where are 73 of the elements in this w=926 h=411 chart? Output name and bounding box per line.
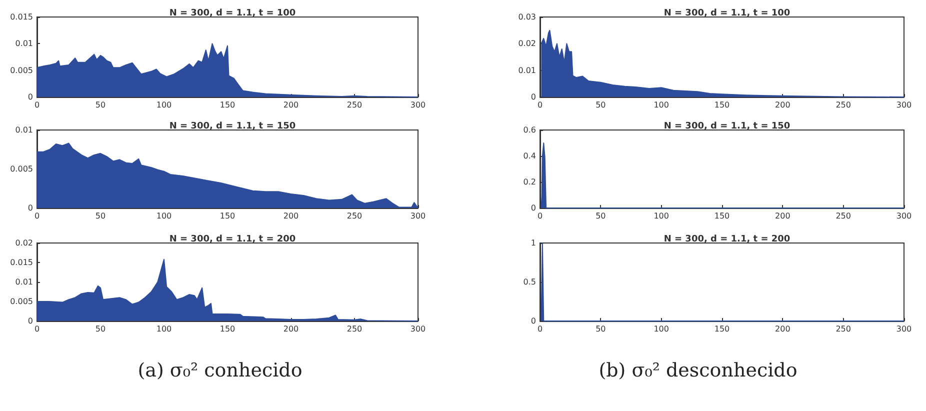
x-tick-label: 300 [896,100,912,110]
x-tick-label: 150 [220,212,236,220]
y-tick-label: 0.6 [523,126,536,134]
x-tick-label: 150 [220,324,236,334]
x-tick-label: 0 [537,324,543,334]
x-tick-label: 200 [283,324,299,334]
x-tick-label: 50 [95,324,106,334]
x-tick-label: 0 [34,100,40,110]
y-tick-label: 0.02 [15,238,33,248]
text: (a) σ₀² conhecido [138,360,302,382]
x-tick-label: 150 [714,100,730,110]
y-tick-label: 0.005 [10,66,33,75]
x-tick-label: 100 [156,324,172,334]
x-tick-label: 250 [346,324,362,334]
x-tick-label: 200 [283,212,299,220]
x-tick-label: 250 [836,212,851,220]
x-tick-label: 300 [896,324,912,334]
chart-title: N = 300, d = 1.1, t = 150 [169,122,296,132]
x-tick-label: 200 [283,100,299,110]
y-tick-label: 0.01 [518,66,536,75]
y-tick-label: 0 [28,316,33,326]
chart-title: N = 300, d = 1.1, t = 100 [664,8,790,18]
x-tick-label: 250 [346,212,362,220]
chart-title: N = 300, d = 1.1, t = 200 [169,234,296,244]
y-tick-label: 0.4 [523,152,536,160]
y-tick-label: 0.005 [10,164,33,174]
x-tick-label: 250 [836,100,851,110]
x-tick-label: 0 [34,324,40,334]
x-tick-label: 250 [836,324,851,334]
x-tick-label: 100 [156,100,172,110]
x-tick-label: 200 [775,212,790,220]
y-tick-label: 0 [530,92,536,102]
x-tick-label: 0 [537,212,543,220]
x-tick-label: 50 [596,212,606,220]
x-tick-label: 300 [410,212,426,220]
y-tick-label: 0.01 [15,278,33,286]
y-tick-label: 1 [530,238,536,248]
x-tick-label: 50 [596,324,606,334]
x-tick-label: 0 [537,100,543,110]
y-tick-label: 0.01 [15,126,33,134]
x-tick-label: 100 [654,100,669,110]
x-tick-label: 100 [654,324,669,334]
x-tick-label: 0 [34,212,40,220]
x-tick-label: 200 [775,324,790,334]
x-tick-label: 300 [410,100,426,110]
y-tick-label: 0 [28,92,33,102]
x-tick-label: 300 [896,212,912,220]
x-tick-label: 50 [95,100,106,110]
x-tick-label: 100 [654,212,669,220]
x-tick-label: 100 [156,212,172,220]
y-tick-label: 0.03 [518,12,536,22]
x-tick-label: 200 [775,100,790,110]
y-tick-label: 0.5 [523,278,536,286]
x-tick-label: 50 [95,212,106,220]
x-tick-label: 300 [410,324,426,334]
text: (b) σ₀² desconhecido [598,360,798,382]
y-tick-label: 0 [28,204,33,212]
chart-title: N = 300, d = 1.1, t = 200 [664,234,790,244]
y-tick-label: 0.2 [523,178,536,186]
y-tick-label: 0.015 [10,258,33,267]
x-tick-label: 50 [596,100,606,110]
y-tick-label: 0.01 [15,39,33,48]
x-tick-label: 250 [346,100,362,110]
y-tick-label: 0 [530,204,536,212]
y-tick-label: 0 [530,316,536,326]
y-tick-label: 0.015 [10,12,33,22]
x-tick-label: 150 [714,324,730,334]
y-tick-label: 0.02 [518,39,536,48]
chart-title: N = 300, d = 1.1, t = 150 [664,122,790,132]
y-tick-label: 0.005 [10,297,33,306]
x-tick-label: 150 [714,212,730,220]
chart-title: N = 300, d = 1.1, t = 100 [169,8,296,18]
x-tick-label: 150 [220,100,236,110]
